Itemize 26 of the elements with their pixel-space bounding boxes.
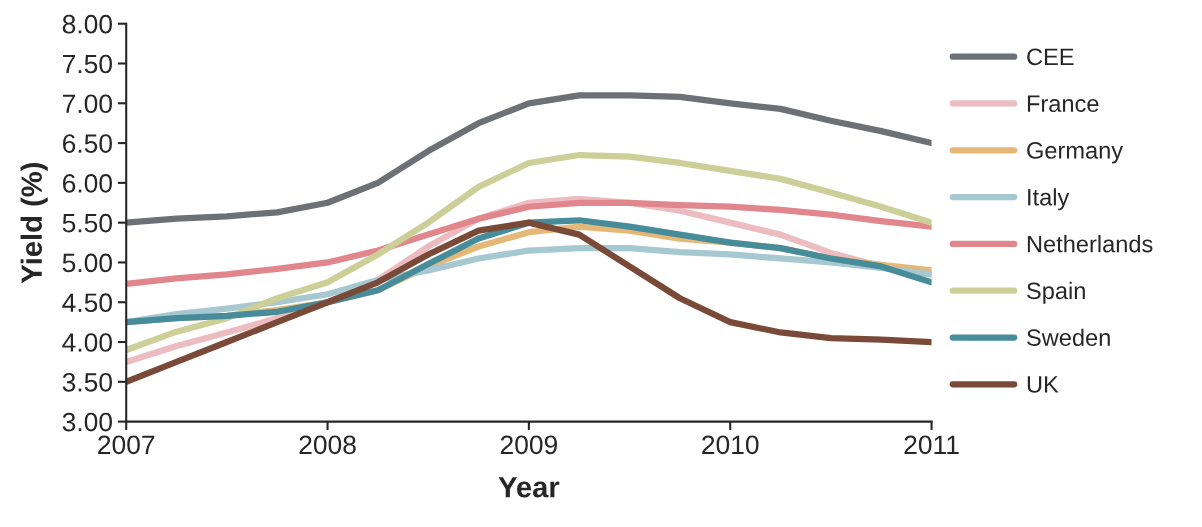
legend-label: UK: [1027, 376, 1059, 393]
x-tick-label: 2008: [299, 435, 356, 455]
y-axis-title: Yield (%): [20, 163, 48, 284]
x-tick-label: 2009: [500, 435, 557, 455]
legend-label: Spain: [1027, 281, 1085, 304]
legend-label: Sweden: [1027, 328, 1110, 346]
y-tick-label: 7.50: [63, 54, 112, 74]
y-tick-label: 3.00: [62, 412, 112, 432]
x-tick-label: 2007: [98, 435, 155, 455]
y-tick-label: 5.00: [62, 253, 112, 273]
x-tick-label: 2011: [904, 435, 959, 455]
y-tick-label: 8.00: [62, 14, 112, 34]
legend-label: Germany: [1027, 142, 1124, 164]
legend-label: Netherlands: [1027, 235, 1153, 253]
y-tick-label: 6.00: [63, 174, 112, 193]
y-tick-label: 4.00: [62, 333, 112, 352]
y-tick-label: 3.50: [62, 372, 112, 392]
x-tick-label: 2010: [702, 435, 759, 455]
y-tick-label: 6.50: [63, 134, 112, 153]
y-tick-label: 4.50: [62, 293, 112, 313]
y-tick-label: 7.00: [63, 94, 112, 114]
y-tick-label: 5.50: [62, 213, 112, 233]
legend-label: France: [1027, 95, 1099, 112]
legend-label: CEE: [1027, 48, 1074, 66]
legend-label: Italy: [1028, 188, 1070, 211]
x-axis-title: Year: [498, 477, 560, 498]
